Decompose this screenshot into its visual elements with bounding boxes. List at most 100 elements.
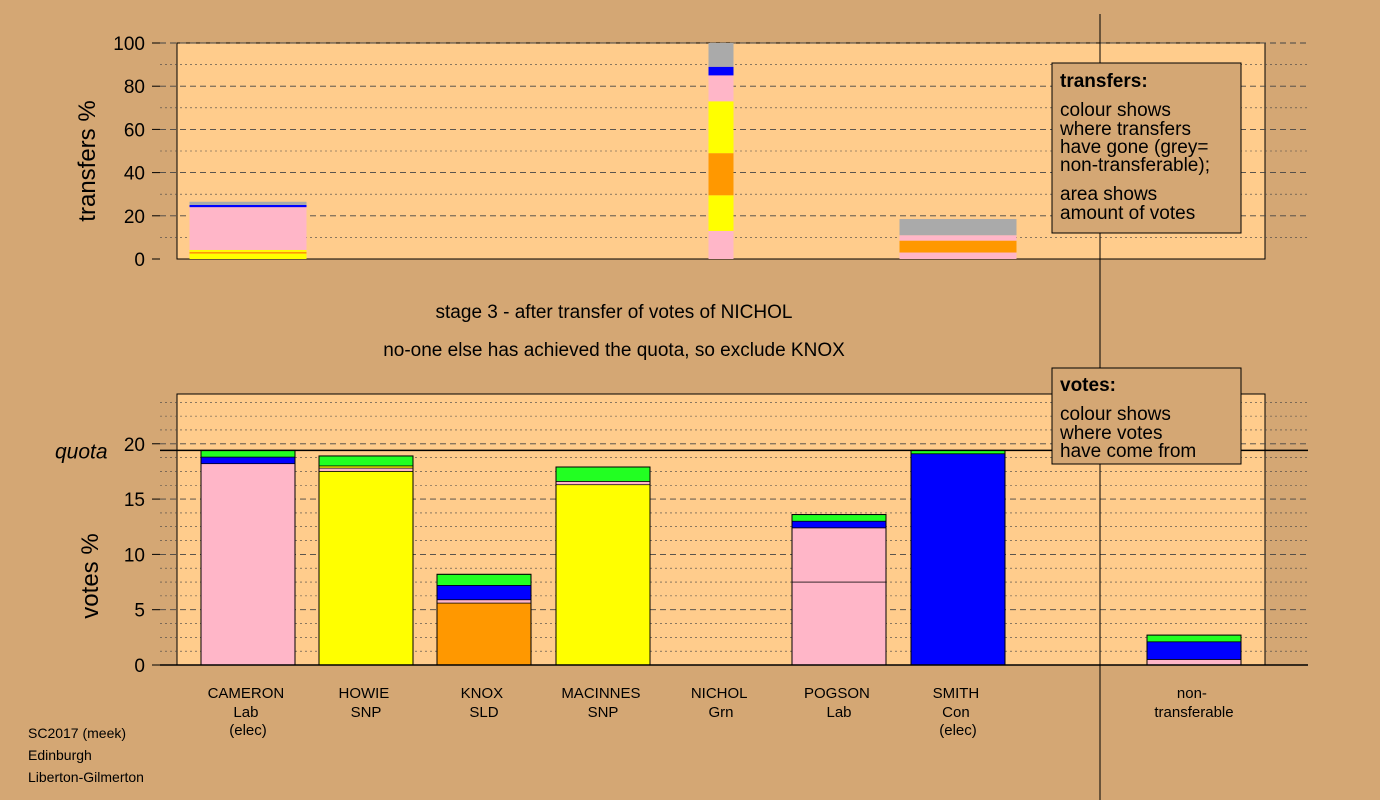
stage-line-1: stage 3 - after transfer of votes of NIC… — [436, 302, 793, 323]
bar-segment-cameron — [200, 463, 296, 666]
candidate-name: transferable — [1154, 704, 1233, 721]
candidate-party: SLD — [469, 704, 498, 721]
candidate-status: (elec) — [229, 722, 267, 739]
y-tick-label: 80 — [124, 77, 145, 98]
bar-segment-nichol — [708, 66, 734, 76]
bar-segment-nichol — [708, 101, 734, 154]
quota-label: quota — [55, 440, 108, 463]
bar-segment-cameron — [189, 249, 307, 252]
candidate-labels: CAMERON Lab (elec) HOWIE SNP KNOX SLD MA… — [208, 685, 1234, 739]
transfers-legend-line: non-transferable); — [1060, 155, 1210, 176]
votes-axis-title: votes % — [77, 533, 104, 618]
bar-segment-cameron — [189, 201, 307, 205]
y-tick-label: 0 — [134, 250, 145, 271]
votes-y-ticks: 0 5 10 15 20 — [124, 435, 160, 677]
candidate-label-non-transferable: non- transferable — [1154, 685, 1233, 721]
candidate-label-nichol: NICHOL Grn — [691, 685, 751, 721]
y-tick-label: 10 — [124, 545, 145, 566]
candidate-status: (elec) — [939, 722, 977, 739]
transfers-legend-line: where transfers — [1059, 119, 1191, 140]
transfers-legend-box — [1051, 62, 1242, 234]
y-tick-label: 20 — [124, 207, 145, 228]
bar-segment-howie — [318, 467, 414, 472]
bar-segment-smith — [910, 453, 1006, 666]
bar-segment-pogson — [791, 581, 887, 666]
y-tick-label: 5 — [134, 601, 145, 622]
candidate-party: Grn — [708, 704, 733, 721]
votes-legend-line: where votes — [1059, 423, 1162, 444]
bar-segment-nichol — [708, 43, 734, 67]
bar-segment-nichol — [708, 195, 734, 231]
bar-segment-smith — [899, 219, 1017, 236]
bar-segment-howie — [318, 471, 414, 666]
candidate-name: POGSON — [804, 685, 870, 702]
candidate-party: SNP — [351, 704, 382, 721]
candidate-label-howie: HOWIE SNP — [338, 685, 393, 721]
transfers-bars — [189, 43, 1017, 259]
bar-segment-nichol — [708, 153, 734, 196]
bar-segment-smith — [899, 235, 1017, 241]
bar-segment-pogson — [791, 527, 887, 583]
bar-segment-non-transferable — [1146, 641, 1242, 660]
candidate-party: Lab — [233, 704, 258, 721]
bar-segment-smith — [899, 240, 1017, 253]
bar-segment-cameron — [189, 251, 307, 254]
y-tick-label: 100 — [113, 34, 145, 55]
bar-segment-macinnes — [555, 481, 651, 486]
transfers-legend-line: colour shows — [1060, 100, 1171, 121]
candidate-label-smith: SMITH Con (elec) — [933, 685, 984, 739]
bar-segment-cameron — [200, 456, 296, 465]
source-credit: SC2017 (meek) Edinburgh Liberton-Gilmert… — [28, 725, 144, 785]
votes-legend-line: colour shows — [1060, 404, 1171, 425]
bar-segment-macinnes — [555, 484, 651, 666]
bar-segment-pogson — [791, 514, 887, 522]
candidate-label-macinnes: MACINNES SNP — [561, 685, 644, 721]
candidate-party: SNP — [588, 704, 619, 721]
votes-bars — [200, 449, 1242, 666]
bar-segment-cameron — [200, 450, 296, 458]
y-tick-label: 40 — [124, 164, 145, 185]
y-tick-label: 15 — [124, 490, 145, 511]
bar-segment-knox — [436, 585, 532, 601]
bar-segment-nichol — [708, 75, 734, 102]
candidate-name: CAMERON — [208, 685, 285, 702]
transfers-legend-line: amount of votes — [1060, 203, 1195, 224]
candidate-label-knox: KNOX SLD — [461, 685, 508, 721]
candidate-name: NICHOL — [691, 685, 747, 702]
bar-segment-cameron — [189, 207, 307, 250]
bar-segment-cameron — [189, 205, 307, 208]
votes-legend-title: votes: — [1060, 375, 1116, 396]
votes-legend-box — [1051, 367, 1242, 465]
bar-segment-macinnes — [555, 466, 651, 482]
candidate-label-cameron: CAMERON Lab (elec) — [208, 685, 289, 739]
bar-segment-nichol — [708, 230, 734, 259]
stage-line-2: no-one else has achieved the quota, so e… — [383, 340, 845, 361]
transfers-legend-line: area shows — [1060, 184, 1157, 205]
candidate-party: Con — [942, 704, 970, 721]
bar-segment-knox — [436, 602, 532, 666]
transfers-legend: transfers: colour shows where transfers … — [1051, 62, 1242, 234]
votes-legend-line: have come from — [1060, 441, 1196, 462]
bar-segment-knox — [436, 599, 532, 604]
bar-segment-non-transferable — [1146, 659, 1242, 666]
bar-segment-pogson — [791, 520, 887, 529]
source-line: Liberton-Gilmerton — [28, 769, 144, 785]
bar-segment-knox — [436, 573, 532, 586]
y-tick-label: 0 — [134, 656, 145, 677]
transfers-y-ticks: 0 20 40 60 80 100 — [113, 34, 160, 271]
bar-segment-cameron — [189, 253, 307, 259]
candidate-name: MACINNES — [561, 685, 640, 702]
candidate-name: HOWIE — [338, 685, 389, 702]
source-line: SC2017 (meek) — [28, 725, 126, 741]
transfers-axis-title: transfers % — [74, 100, 101, 221]
bar-segment-smith — [899, 252, 1017, 259]
bar-segment-howie — [318, 455, 414, 467]
votes-legend: votes: colour shows where votes have com… — [1051, 367, 1242, 465]
y-tick-label: 60 — [124, 120, 145, 141]
y-tick-label: 20 — [124, 435, 145, 456]
transfers-legend-line: have gone (grey= — [1060, 137, 1208, 158]
transfers-legend-title: transfers: — [1060, 71, 1148, 92]
candidate-label-pogson: POGSON Lab — [804, 685, 874, 721]
candidate-name: SMITH — [933, 685, 980, 702]
